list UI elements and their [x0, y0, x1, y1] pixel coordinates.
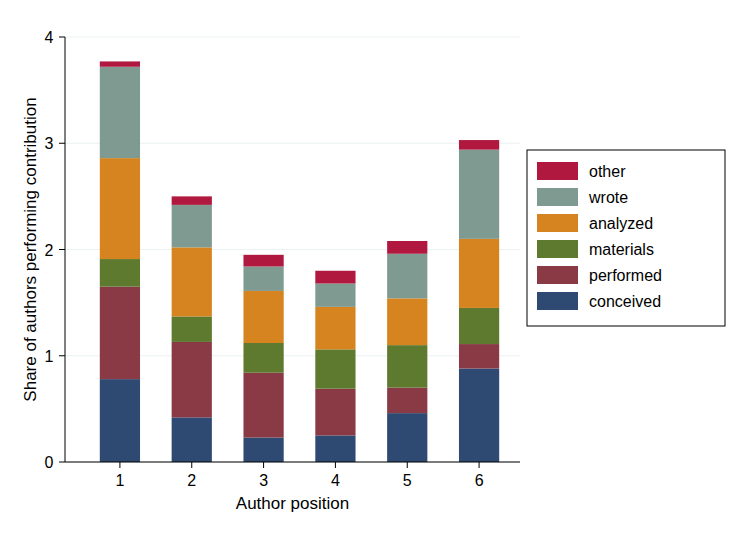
- bar-segment: [387, 413, 427, 462]
- bar-segment: [100, 158, 140, 259]
- x-tick-label: 6: [475, 472, 484, 489]
- bar-segment: [459, 344, 499, 368]
- x-tick: [335, 462, 336, 468]
- bar-segment: [243, 267, 283, 291]
- legend-label: conceived: [589, 293, 661, 310]
- bar-segment: [100, 379, 140, 462]
- x-tick-label: 5: [403, 472, 412, 489]
- legend-swatch: [537, 162, 578, 180]
- bar-segment: [315, 271, 355, 284]
- x-tick: [119, 462, 120, 468]
- y-tick-label: 1: [45, 348, 54, 365]
- bar-segment: [172, 196, 212, 205]
- x-axis: [65, 462, 520, 463]
- bar-segment: [459, 369, 499, 463]
- bar-segment: [243, 291, 283, 343]
- bar-segment: [172, 247, 212, 316]
- legend-label: wrote: [588, 189, 628, 206]
- y-tick: [59, 249, 65, 250]
- legend-swatch: [537, 266, 578, 284]
- bar-segment: [315, 349, 355, 388]
- grid-line: [65, 462, 520, 463]
- bar-segment: [315, 389, 355, 436]
- bar-segment: [172, 342, 212, 417]
- x-tick: [191, 462, 192, 468]
- chart: 0 1 2 3 4 1 2 3 4 5 6 Author position Share of autho…: [0, 0, 740, 538]
- bar-segment: [100, 67, 140, 158]
- legend-label: materials: [589, 241, 654, 258]
- bar-segment: [172, 417, 212, 462]
- y-tick-label: 0: [45, 454, 54, 471]
- legend-label: other: [589, 163, 626, 180]
- y-axis-title: Share of authors performing contribution: [21, 97, 40, 401]
- legend-swatch: [537, 214, 578, 232]
- bar-segment: [243, 438, 283, 462]
- x-tick: [479, 462, 480, 468]
- bar-segment: [387, 254, 427, 299]
- bar-segment: [243, 373, 283, 438]
- bar-segment: [172, 205, 212, 248]
- x-axis-title: Author position: [236, 494, 349, 513]
- x-tick: [407, 462, 408, 468]
- y-tick: [59, 462, 65, 463]
- bar-segment: [172, 316, 212, 342]
- legend-swatch: [537, 188, 578, 206]
- y-tick: [59, 37, 65, 38]
- bar-segment: [387, 388, 427, 414]
- bar-segment: [100, 259, 140, 287]
- y-tick-label: 4: [45, 29, 54, 46]
- bar-segment: [459, 239, 499, 308]
- bar-segment: [315, 435, 355, 462]
- x-tick-label: 2: [187, 472, 196, 489]
- bar-segment: [243, 255, 283, 267]
- bar-segment: [100, 287, 140, 379]
- legend-label: performed: [589, 267, 662, 284]
- x-tick: [263, 462, 264, 468]
- bar-segment: [459, 308, 499, 344]
- bar-segment: [387, 241, 427, 254]
- legend-swatch: [537, 292, 578, 310]
- legend-label: analyzed: [589, 215, 653, 232]
- y-tick-label: 3: [45, 135, 54, 152]
- bar-segment: [315, 307, 355, 350]
- legend-box: [527, 150, 725, 326]
- x-tick-label: 3: [259, 472, 268, 489]
- y-tick: [59, 355, 65, 356]
- bar-segment: [459, 150, 499, 239]
- bar-segment: [387, 298, 427, 345]
- bar-segment: [243, 343, 283, 373]
- x-tick-label: 4: [331, 472, 340, 489]
- y-axis: [65, 37, 66, 462]
- bar-segment: [387, 345, 427, 388]
- bar-segment: [100, 61, 140, 66]
- bar-segment: [315, 284, 355, 307]
- y-tick: [59, 143, 65, 144]
- y-tick-label: 2: [45, 242, 54, 259]
- x-tick-label: 1: [115, 472, 124, 489]
- legend-swatch: [537, 240, 578, 258]
- grid-line: [65, 37, 520, 38]
- bar-segment: [459, 140, 499, 150]
